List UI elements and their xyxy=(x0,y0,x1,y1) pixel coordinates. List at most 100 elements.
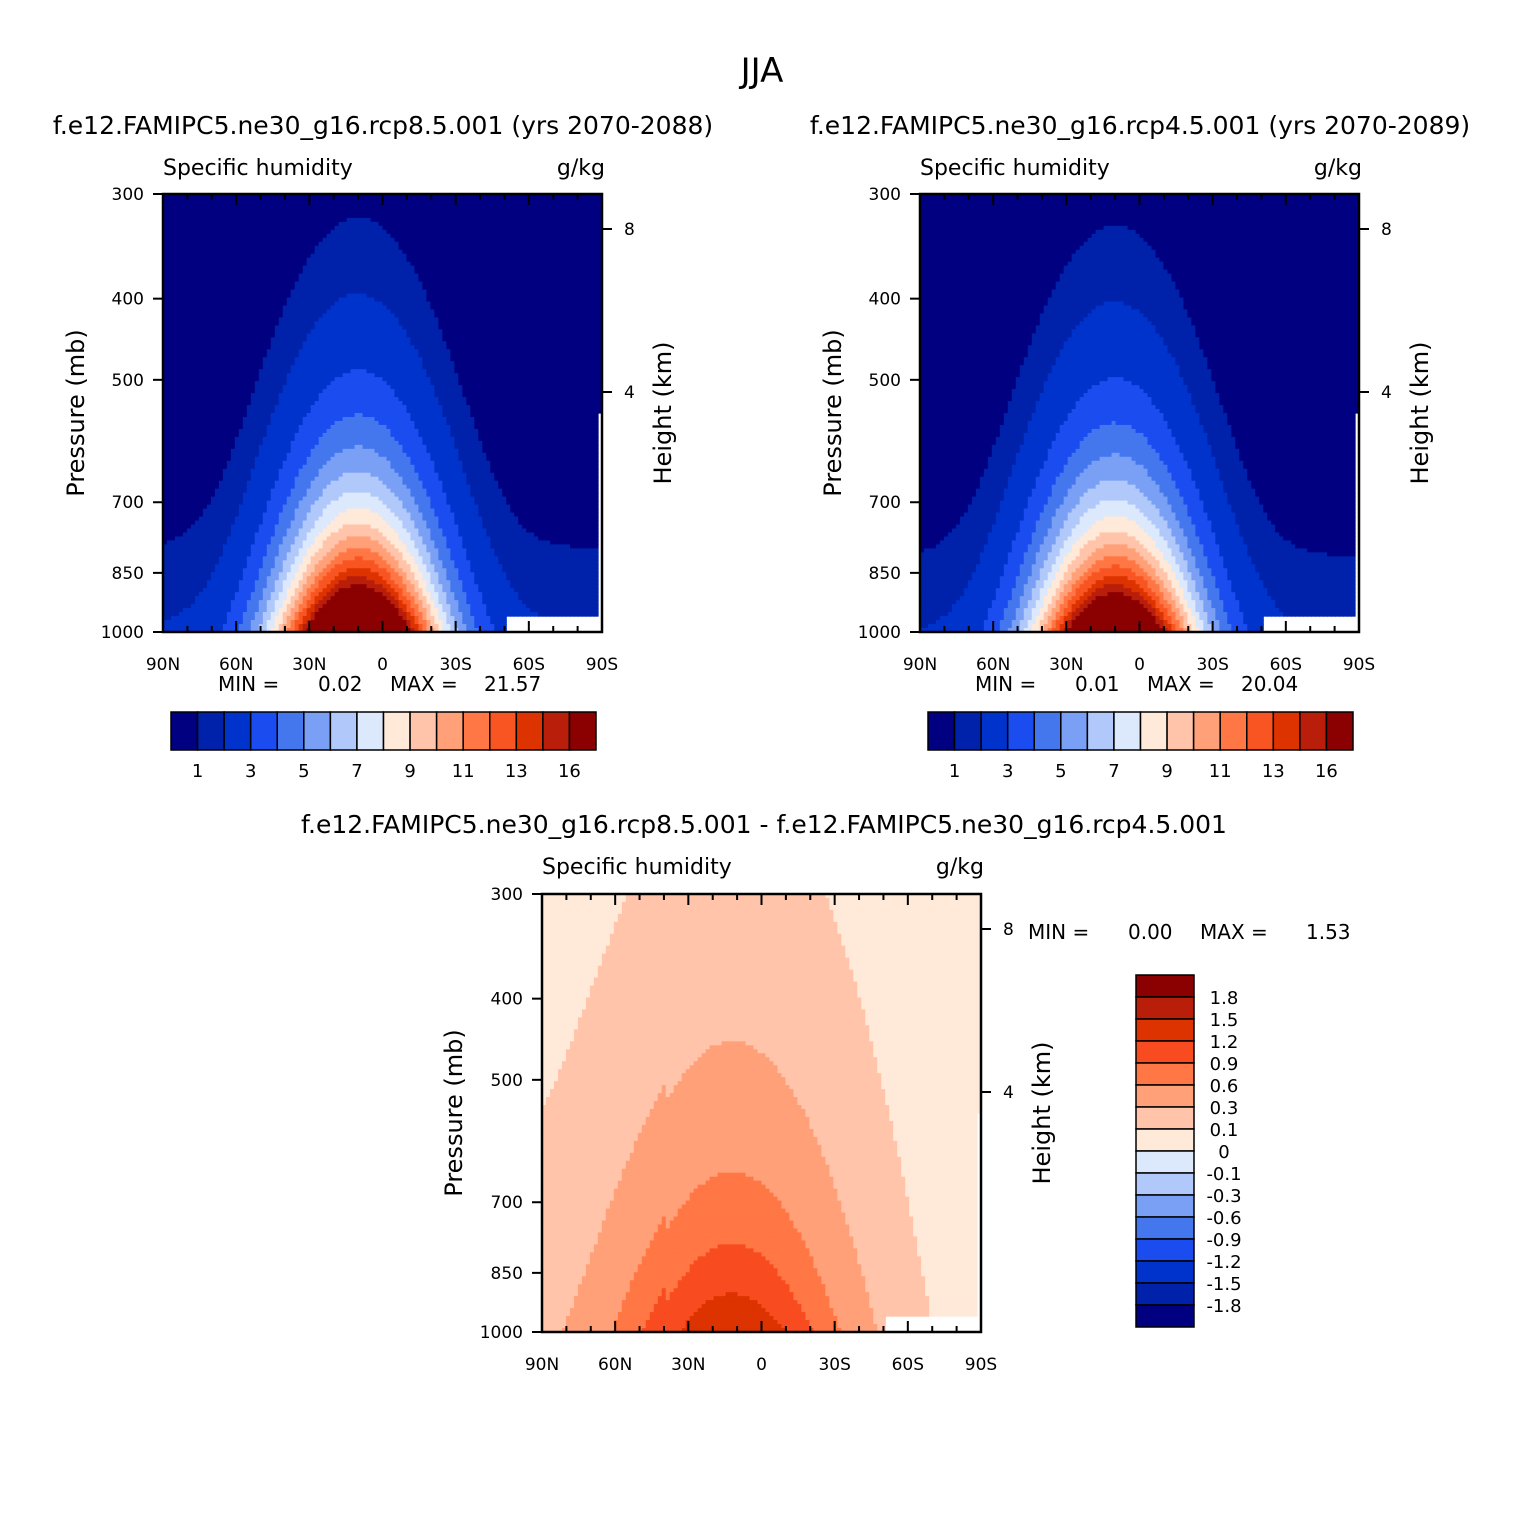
contour-cell xyxy=(506,353,511,358)
contour-cell xyxy=(442,233,447,239)
contour-cell xyxy=(518,285,523,291)
contour-cell xyxy=(214,345,220,350)
contour-cell xyxy=(258,201,264,207)
contour-cell xyxy=(246,333,252,338)
contour-cell xyxy=(370,241,376,247)
contour-cell xyxy=(526,225,531,231)
contour-cell xyxy=(206,297,212,303)
contour-cell xyxy=(394,309,400,315)
contour-cell xyxy=(178,349,184,354)
case-title-left: f.e12.FAMIPC5.ne30_g16.rcp8.5.001 (yrs 2… xyxy=(53,111,713,140)
contour-cell xyxy=(174,333,180,338)
contour-cell xyxy=(358,321,364,326)
contour-cell xyxy=(538,245,543,251)
contour-cell xyxy=(394,313,400,319)
contour-cell xyxy=(470,289,475,295)
contour-cell xyxy=(546,329,551,334)
contour-cell xyxy=(342,325,348,330)
contour-cell xyxy=(370,233,376,239)
contour-cell xyxy=(498,321,503,326)
contour-cell xyxy=(466,225,471,231)
contour-cell xyxy=(402,337,408,342)
contour-cell xyxy=(286,309,292,315)
contour-cell xyxy=(446,237,451,243)
contour-cell xyxy=(518,221,523,227)
contour-cell xyxy=(318,333,324,338)
contour-cell xyxy=(282,213,288,219)
contour-cell xyxy=(274,349,280,354)
contour-cell xyxy=(522,277,527,283)
contour-cell xyxy=(458,301,463,307)
contour-cell xyxy=(358,369,364,374)
contour-cell xyxy=(538,333,543,338)
contour-cell xyxy=(298,273,304,279)
contour-cell xyxy=(378,361,384,366)
contour-cell xyxy=(318,373,324,378)
contour-cell xyxy=(362,321,368,326)
contour-cell xyxy=(474,217,479,223)
contour-cell xyxy=(310,233,316,239)
contour-cell xyxy=(526,241,531,247)
contour-cell xyxy=(242,269,248,275)
contour-cell xyxy=(278,249,284,255)
contour-cell xyxy=(578,241,583,247)
contour-cell xyxy=(242,329,248,334)
contour-cell xyxy=(502,225,507,231)
contour-cell xyxy=(426,337,431,342)
contour-cell xyxy=(510,209,515,215)
contour-cell xyxy=(386,313,392,319)
contour-cell xyxy=(178,333,184,338)
contour-cell xyxy=(450,241,455,247)
contour-cell xyxy=(186,197,192,203)
contour-cell xyxy=(342,337,348,342)
contour-cell xyxy=(538,221,543,227)
contour-cell xyxy=(334,257,340,263)
contour-cell xyxy=(346,249,352,255)
contour-cell xyxy=(398,229,404,235)
contour-cell xyxy=(430,305,435,311)
contour-cell xyxy=(538,357,543,362)
contour-cell xyxy=(582,365,587,370)
contour-cell xyxy=(182,289,188,295)
contour-cell xyxy=(538,197,543,203)
contour-cell xyxy=(474,337,479,342)
contour-cell xyxy=(566,313,571,319)
contour-cell xyxy=(418,245,424,251)
contour-cell xyxy=(418,297,424,303)
contour-cell xyxy=(254,241,260,247)
contour-cell xyxy=(206,205,212,211)
contour-cell xyxy=(278,337,284,342)
contour-cell xyxy=(194,221,200,227)
contour-cell xyxy=(474,205,479,211)
contour-cell xyxy=(366,337,372,342)
contour-cell xyxy=(382,293,388,299)
contour-cell xyxy=(430,265,435,271)
contour-cell xyxy=(258,309,264,315)
contour-cell xyxy=(302,297,308,303)
contour-cell xyxy=(238,241,244,247)
contour-cell xyxy=(418,205,424,211)
contour-cell xyxy=(446,241,451,247)
contour-cell xyxy=(358,213,364,219)
contour-cell xyxy=(598,221,602,227)
contour-cell xyxy=(314,345,320,350)
contour-cell xyxy=(354,297,360,303)
contour-cell xyxy=(178,209,184,215)
contour-cell xyxy=(298,201,304,207)
contour-cell xyxy=(178,297,184,303)
contour-cell xyxy=(510,369,515,374)
contour-cell xyxy=(566,265,571,271)
contour-cell xyxy=(166,329,172,334)
contour-cell xyxy=(590,321,595,326)
contour-cell xyxy=(414,341,420,346)
contour-cell xyxy=(354,241,360,247)
contour-cell xyxy=(230,194,236,199)
contour-cell xyxy=(222,297,228,303)
contour-cell xyxy=(210,329,216,334)
contour-cell xyxy=(278,265,284,271)
contour-cell xyxy=(163,345,168,350)
contour-cell xyxy=(238,285,244,291)
contour-cell xyxy=(330,257,336,263)
contour-cell xyxy=(574,269,579,275)
contour-cell xyxy=(386,229,392,235)
